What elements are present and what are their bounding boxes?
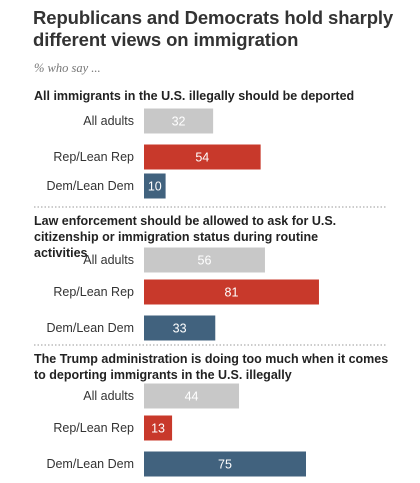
bar xyxy=(144,451,306,477)
panel-question-line: to deporting immigrants in the U.S. ille… xyxy=(34,368,292,382)
data-label: 44 xyxy=(185,390,199,404)
data-label: 56 xyxy=(198,254,212,268)
category-label: Dem/Lean Dem xyxy=(46,179,134,193)
category-label: Dem/Lean Dem xyxy=(46,321,134,335)
data-label: 75 xyxy=(218,458,232,472)
bar xyxy=(144,173,166,199)
data-label: 33 xyxy=(173,322,187,336)
panel-question-line: activities xyxy=(34,246,88,260)
data-label: 13 xyxy=(151,422,165,436)
chart-title: Republicans and Democrats hold sharply d… xyxy=(33,7,394,50)
bar xyxy=(144,144,261,170)
panel-question-line: citizenship or immigration status during… xyxy=(34,230,318,244)
bar xyxy=(144,279,319,305)
chart-subtitle: % who say ... xyxy=(34,61,101,75)
bar xyxy=(144,415,173,441)
data-label: 32 xyxy=(172,115,186,129)
data-label: 10 xyxy=(148,180,162,194)
category-label: All adults xyxy=(83,253,134,267)
bar xyxy=(144,315,216,341)
bar xyxy=(144,108,214,134)
category-label: All adults xyxy=(83,389,134,403)
category-label: Dem/Lean Dem xyxy=(46,457,134,471)
panel-question-line: All immigrants in the U.S. illegally sho… xyxy=(34,89,354,103)
category-label: Rep/Lean Rep xyxy=(53,421,134,435)
panel-question-line: The Trump administration is doing too mu… xyxy=(34,352,388,366)
data-label: 54 xyxy=(195,151,209,165)
category-label: Rep/Lean Rep xyxy=(53,285,134,299)
bar xyxy=(144,247,265,273)
category-label: All adults xyxy=(83,114,134,128)
panel-question-line: Law enforcement should be allowed to ask… xyxy=(34,214,336,228)
data-label: 81 xyxy=(225,286,239,300)
bar xyxy=(144,383,240,409)
category-label: Rep/Lean Rep xyxy=(53,150,134,164)
